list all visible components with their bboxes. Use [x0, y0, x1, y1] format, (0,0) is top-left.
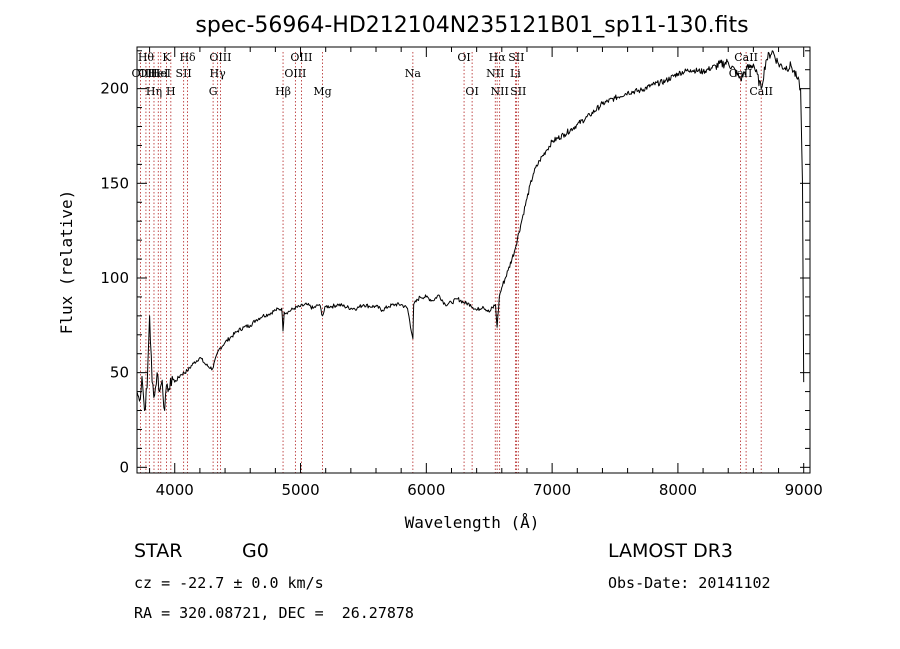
- x-tick-label: 7000: [533, 481, 571, 499]
- spectral-line-label: OI: [465, 85, 478, 98]
- spectral-line-label: Hγ: [210, 67, 227, 80]
- spectral-line-label: HeI: [148, 67, 168, 80]
- x-tick-label: 9000: [785, 481, 823, 499]
- spectral-line-label: SII: [510, 85, 526, 98]
- spectral-line-label: Hδ: [179, 51, 196, 64]
- spectral-line-label: SII: [176, 67, 192, 80]
- survey-name: LAMOST DR3: [608, 540, 733, 562]
- spectral-line-label: OII: [132, 67, 150, 80]
- x-tick-label: 4000: [156, 481, 194, 499]
- spectrum-series: [136, 50, 805, 411]
- spectral-line-labels: OIIHθOIIIHηHeIHeIKHSIIHδGHγOIIIHβOIIIOII…: [132, 51, 773, 98]
- spectral-line-label: OIII: [290, 51, 312, 64]
- spectral-line-label: Hθ: [138, 51, 155, 64]
- spectral-line-label: OIII: [209, 51, 231, 64]
- spectral-line-label: NII: [486, 67, 504, 80]
- object-class: STAR: [134, 540, 183, 562]
- x-tick-label: 8000: [659, 481, 697, 499]
- spectral-line-label: CaII: [734, 51, 758, 64]
- spectral-line-label: Li: [510, 67, 521, 80]
- spectral-line-label: OIII: [138, 67, 160, 80]
- spectral-line-label: Mg: [313, 85, 331, 98]
- y-tick-label: 50: [110, 364, 129, 382]
- spectrum-line: [136, 50, 805, 411]
- x-tick-label: 6000: [407, 481, 445, 499]
- plot-frame: [136, 46, 811, 474]
- spectral-line-label: HeI: [151, 67, 171, 80]
- spectral-line-label: Na: [405, 67, 422, 80]
- spectral-line-label: SII: [508, 51, 524, 64]
- y-tick-label: 100: [100, 269, 129, 287]
- coordinates-text: RA = 320.08721, DEC = 26.27878: [134, 604, 414, 622]
- spectral-line-label: G: [209, 85, 218, 98]
- axis-ticks: 4000 5000 6000 7000 8000 9000 0 50 100 150 200: [100, 47, 823, 499]
- spectral-line-label: Hβ: [275, 85, 291, 98]
- spectral-line-label: CaII: [749, 85, 773, 98]
- spectral-line-label: NII: [491, 85, 509, 98]
- chart-title: spec-56964-HD212104N235121B01_sp11-130.f…: [195, 13, 748, 38]
- y-axis-label: Flux (relative): [57, 190, 76, 335]
- spectral-line-label: H: [166, 85, 176, 98]
- spectral-line-label: K: [162, 51, 171, 64]
- spectral-line-label: OIII: [284, 67, 306, 80]
- spectral-line-markers: [139, 52, 762, 473]
- redshift-text: cz = -22.7 ± 0.0 km/s: [134, 574, 324, 592]
- x-axis-label: Wavelength (Å): [405, 513, 540, 532]
- y-tick-label: 150: [100, 174, 129, 192]
- spectral-line-label: OI: [457, 51, 470, 64]
- spectral-line-label: Hη: [146, 85, 162, 98]
- x-tick-label: 5000: [281, 481, 319, 499]
- y-tick-label: 0: [119, 458, 129, 476]
- y-tick-label: 200: [100, 80, 129, 98]
- spectral-line-label: Hα: [489, 51, 507, 64]
- obs-date-text: Obs-Date: 20141102: [608, 574, 771, 592]
- object-subclass: G0: [242, 540, 269, 562]
